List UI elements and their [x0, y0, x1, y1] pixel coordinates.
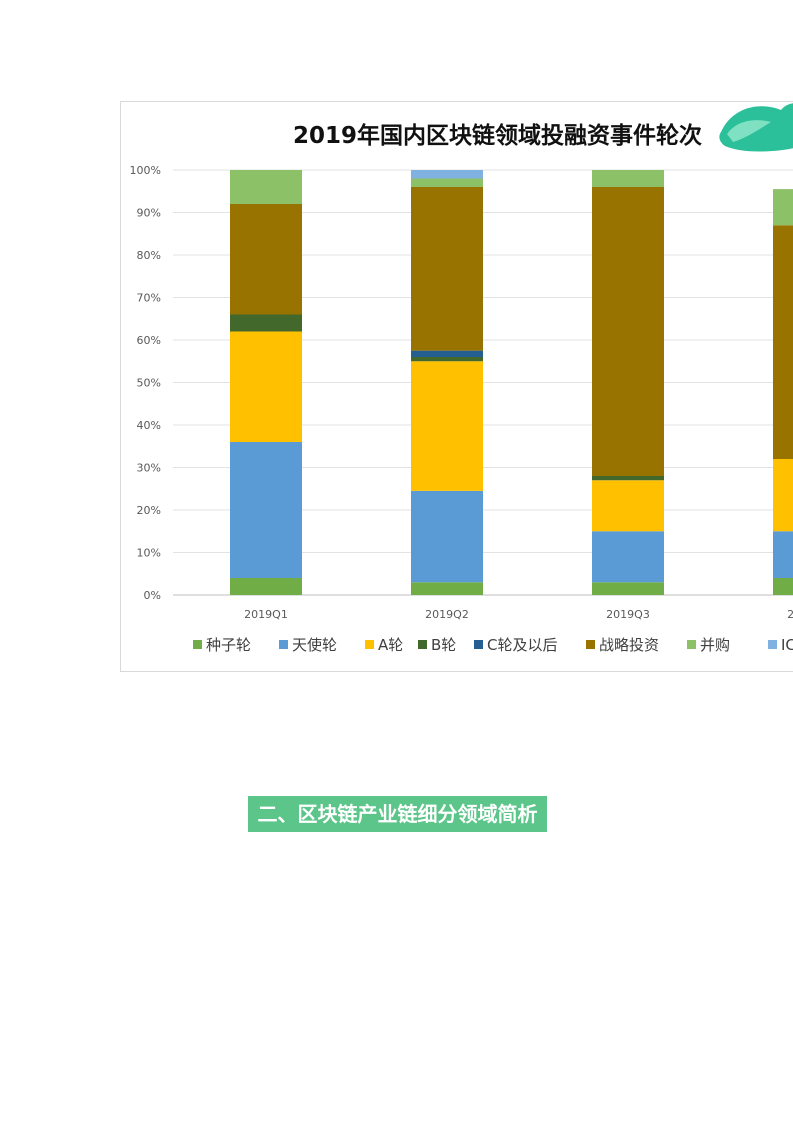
bar-segment — [411, 187, 483, 351]
y-tick-label: 60% — [137, 334, 161, 347]
x-tick-label: 2019Q1 — [244, 608, 288, 621]
bar-segment — [411, 170, 483, 179]
bar-segment — [411, 361, 483, 491]
legend-label: B轮 — [431, 636, 456, 654]
legend-label: IC — [781, 636, 793, 654]
x-tick-label: 2019Q2 — [425, 608, 469, 621]
y-tick-label: 100% — [130, 164, 161, 177]
bar-segment — [773, 189, 793, 226]
legend-swatch — [418, 640, 427, 649]
legend-swatch — [474, 640, 483, 649]
chart-frame: 0% 10% 20% 30% 40% 50% 60% 70% 80% 90% 100% 2019Q1… — [120, 101, 793, 672]
bar-segment — [230, 314, 302, 332]
x-tick-label: 2019Q4 — [787, 608, 793, 621]
bar-segment — [592, 480, 664, 532]
y-tick-label: 40% — [137, 419, 161, 432]
bar-segment — [592, 187, 664, 476]
legend-label: 天使轮 — [292, 636, 337, 654]
bar-segment — [773, 578, 793, 595]
y-tick-label: 10% — [137, 547, 161, 560]
legend-label: 种子轮 — [206, 636, 251, 654]
y-tick-label: 70% — [137, 292, 161, 305]
bar-segment — [592, 531, 664, 583]
bar-segment — [411, 582, 483, 595]
legend-swatch — [687, 640, 696, 649]
bar-segment — [592, 170, 664, 187]
bar-segment — [230, 331, 302, 442]
chart-title: 2019年国内区块链领域投融资事件轮次 — [293, 123, 703, 149]
bar-segment — [230, 442, 302, 578]
bar-segment — [773, 459, 793, 532]
bar-segment — [592, 476, 664, 481]
legend-label: A轮 — [378, 636, 403, 654]
bar-segment — [230, 578, 302, 595]
legend-label: 并购 — [700, 636, 730, 654]
legend-swatch — [279, 640, 288, 649]
stacked-bar-chart: 0% 10% 20% 30% 40% 50% 60% 70% 80% 90% 100% 2019Q1… — [130, 103, 793, 654]
y-tick-label: 30% — [137, 462, 161, 475]
bar-segment — [411, 350, 483, 357]
legend-swatch — [586, 640, 595, 649]
bar-segment — [230, 170, 302, 204]
bar-segment — [230, 204, 302, 315]
bar-segment — [411, 357, 483, 362]
y-tick-label: 20% — [137, 504, 161, 517]
legend-label: C轮及以后 — [487, 636, 557, 654]
bar-segment — [773, 531, 793, 578]
logo-icon — [719, 103, 793, 152]
x-tick-label: 2019Q3 — [606, 608, 650, 621]
y-tick-label: 0% — [144, 589, 161, 602]
legend-label: 战略投资 — [599, 636, 659, 654]
bar-segment — [773, 225, 793, 459]
y-tick-label: 50% — [137, 377, 161, 390]
section-heading: 二、区块链产业链细分领域简析 — [248, 796, 547, 832]
bar-segment — [411, 490, 483, 583]
legend-swatch — [193, 640, 202, 649]
legend-swatch — [768, 640, 777, 649]
legend-swatch — [365, 640, 374, 649]
y-tick-label: 90% — [137, 207, 161, 220]
y-tick-label: 80% — [137, 249, 161, 262]
bar-segment — [592, 582, 664, 595]
bar-segment — [411, 178, 483, 187]
